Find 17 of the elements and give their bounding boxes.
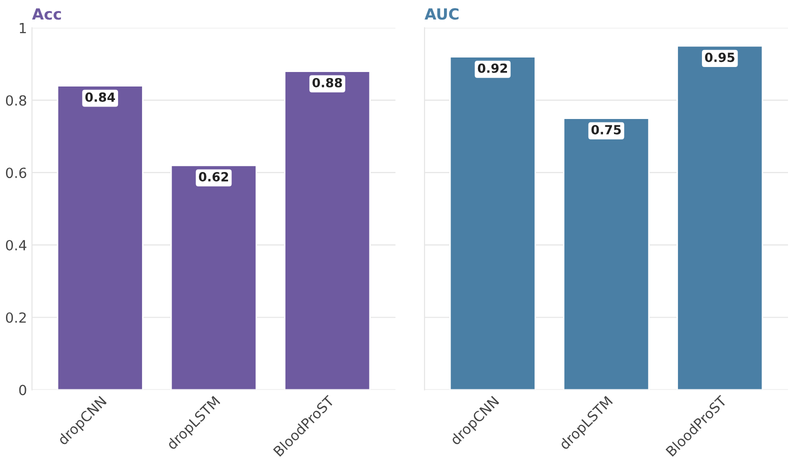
data-label: 0.75 — [591, 124, 621, 134]
bar — [170, 164, 258, 390]
data-label: 0.88 — [312, 78, 342, 88]
y-tick-label: 0.8 — [6, 95, 26, 106]
y-tick-label: 1 — [20, 22, 26, 34]
y-tick-label: 0.6 — [6, 168, 26, 178]
bar — [284, 70, 371, 390]
y-tick-label: 0 — [19, 384, 26, 396]
data-label: 0.92 — [478, 63, 508, 73]
chart-title: Acc — [32, 8, 61, 20]
data-label: 0.95 — [705, 52, 734, 62]
data-label: 0.62 — [198, 172, 228, 182]
data-label: 0.84 — [85, 92, 115, 102]
y-tick-label: 0.4 — [6, 240, 26, 250]
chart-title: AUC — [424, 8, 459, 20]
y-tick-label: 0.2 — [6, 312, 26, 323]
bar — [56, 85, 144, 390]
